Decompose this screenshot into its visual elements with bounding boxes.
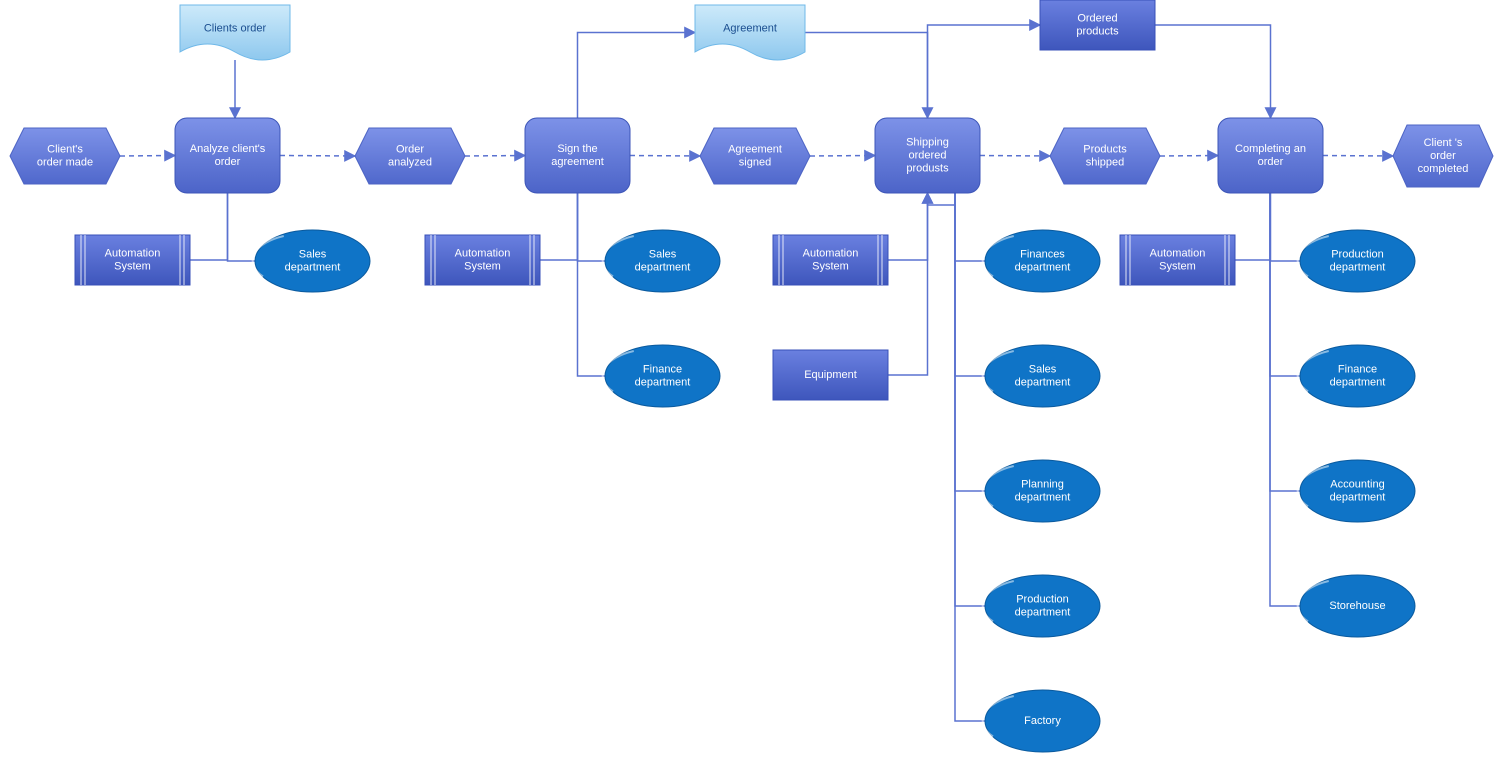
svg-text:department: department	[1330, 261, 1386, 273]
svg-text:Production: Production	[1016, 593, 1069, 605]
edge-shipping-ordered_products_doc	[928, 25, 1041, 118]
edge-completing_order-accounting_dept_5	[1270, 193, 1300, 491]
edge-completing_order-auto_sys_5	[1235, 193, 1271, 260]
edge-ordered_products_doc-completing_order	[1155, 25, 1271, 118]
edge-sign_agreement-sales_dept_2	[578, 193, 606, 261]
edge-sign_agreement-auto_sys_2	[540, 193, 578, 260]
svg-text:department: department	[1330, 376, 1386, 388]
svg-text:Agreement: Agreement	[723, 22, 777, 34]
svg-text:Finances: Finances	[1020, 248, 1065, 260]
svg-text:Automation: Automation	[803, 247, 859, 259]
svg-text:Completing an: Completing an	[1235, 143, 1306, 155]
svg-text:System: System	[812, 260, 849, 272]
edge-shipping-planning_dept_4	[955, 193, 985, 491]
svg-text:analyzed: analyzed	[388, 156, 432, 168]
svg-text:Analyze client's: Analyze client's	[190, 143, 266, 155]
edge-shipping-sales_dept_4	[955, 193, 985, 376]
svg-text:Automation: Automation	[105, 247, 161, 259]
svg-text:shipped: shipped	[1086, 156, 1125, 168]
svg-text:department: department	[1015, 376, 1071, 388]
svg-text:Finance: Finance	[1338, 363, 1377, 375]
svg-text:department: department	[1015, 261, 1071, 273]
svg-text:Sales: Sales	[1029, 363, 1057, 375]
svg-text:Automation: Automation	[455, 247, 511, 259]
svg-text:Automation: Automation	[1150, 247, 1206, 259]
edge-shipping-products_shipped	[980, 156, 1050, 157]
svg-text:System: System	[464, 260, 501, 272]
svg-text:order: order	[215, 156, 241, 168]
edge-sign_agreement-agreement_doc	[578, 33, 696, 119]
svg-text:Products: Products	[1083, 143, 1127, 155]
svg-text:department: department	[285, 261, 341, 273]
svg-text:Shipping: Shipping	[906, 136, 949, 148]
edge-shipping-factory_4	[955, 193, 985, 721]
svg-text:Production: Production	[1331, 248, 1384, 260]
svg-text:Accounting: Accounting	[1330, 478, 1384, 490]
edge-analyze_order-order_analyzed	[280, 156, 355, 157]
edge-agreement_signed-shipping	[810, 156, 875, 157]
svg-text:Clients order: Clients order	[204, 22, 267, 34]
svg-text:department: department	[1015, 491, 1071, 503]
svg-text:Ordered: Ordered	[1077, 12, 1117, 24]
edge-equipment-shipping	[888, 193, 928, 375]
svg-text:department: department	[1015, 606, 1071, 618]
svg-text:Factory: Factory	[1024, 715, 1061, 727]
svg-text:Equipment: Equipment	[804, 369, 857, 381]
edge-sign_agreement-agreement_signed	[630, 156, 700, 157]
svg-text:ordered: ordered	[909, 149, 947, 161]
edge-completing_order-storehouse_5	[1270, 193, 1300, 606]
svg-text:order: order	[1258, 156, 1284, 168]
edge-completing_order-client_order_completed	[1323, 156, 1393, 157]
svg-text:signed: signed	[739, 156, 771, 168]
edge-sign_agreement-finance_dept_2	[578, 193, 606, 376]
edge-analyze_order-sales_dept_1	[228, 193, 256, 261]
svg-text:Storehouse: Storehouse	[1329, 600, 1385, 612]
svg-text:Client's: Client's	[47, 143, 83, 155]
svg-text:order made: order made	[37, 156, 93, 168]
svg-text:System: System	[1159, 260, 1196, 272]
svg-text:products: products	[1076, 25, 1119, 37]
edge-auto_sys_3-shipping	[888, 193, 928, 260]
svg-text:Order: Order	[396, 143, 424, 155]
svg-text:Agreement: Agreement	[728, 143, 782, 155]
edge-products_shipped-completing_order	[1160, 156, 1218, 157]
svg-text:System: System	[114, 260, 151, 272]
svg-text:produsts: produsts	[906, 162, 949, 174]
edge-shipping-finances_dept_4	[955, 193, 985, 261]
svg-text:department: department	[635, 261, 691, 273]
edge-analyze_order-auto_sys_1	[190, 193, 228, 260]
svg-text:agreement: agreement	[551, 156, 604, 168]
svg-text:Sign the: Sign the	[557, 143, 597, 155]
svg-text:Sales: Sales	[649, 248, 677, 260]
svg-text:department: department	[635, 376, 691, 388]
edge-order_analyzed-sign_agreement	[465, 156, 525, 157]
edge-shipping-production_dept_4	[955, 193, 985, 606]
edge-completing_order-production_dept_5	[1270, 193, 1300, 261]
edge-agreement_doc-shipping	[805, 33, 928, 119]
svg-text:order: order	[1430, 150, 1456, 162]
svg-text:Planning: Planning	[1021, 478, 1064, 490]
edge-completing_order-finance_dept_5	[1270, 193, 1300, 376]
edge-client_order_made-analyze_order	[120, 156, 175, 157]
svg-text:completed: completed	[1418, 163, 1469, 175]
svg-text:Client 's: Client 's	[1424, 137, 1463, 149]
svg-text:Finance: Finance	[643, 363, 682, 375]
svg-text:department: department	[1330, 491, 1386, 503]
flowchart-canvas: Clients order Agreement Orderedproducts Cli…	[0, 0, 1498, 769]
svg-text:Sales: Sales	[299, 248, 327, 260]
